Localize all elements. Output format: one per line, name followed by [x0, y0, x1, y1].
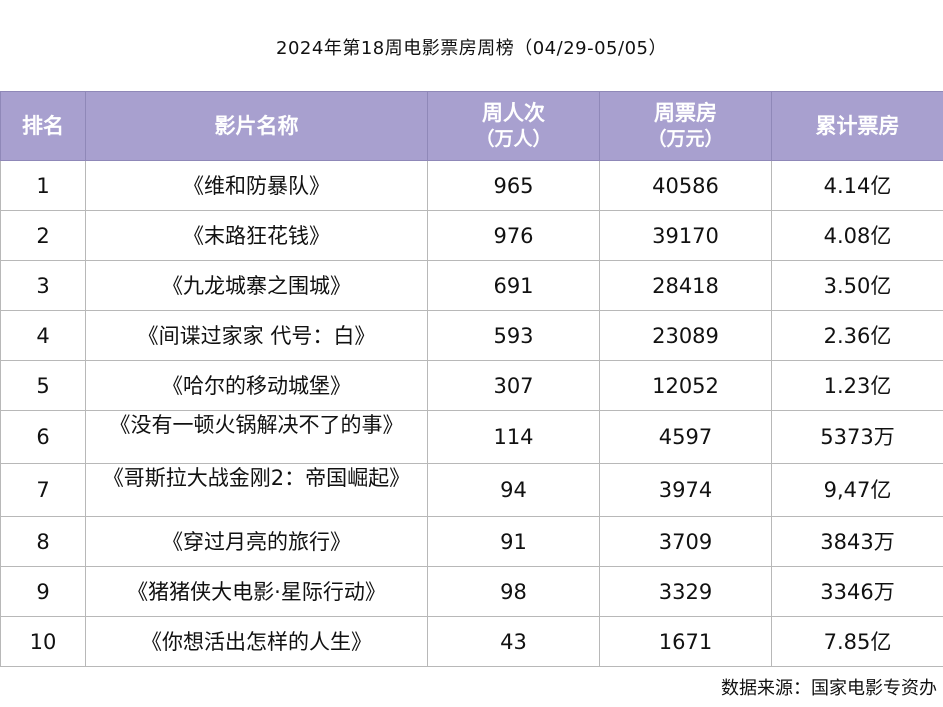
cell-weekly-box: 39170 — [599, 210, 772, 261]
chart-title: 2024年第18周电影票房周榜（04/29-05/05） — [276, 38, 667, 59]
cell-total-box: 3.50亿 — [771, 260, 943, 311]
cell-total-box: 4.08亿 — [771, 210, 943, 261]
cell-weekly-box: 1671 — [599, 616, 772, 667]
cell-film: 《间谍过家家 代号：白》 — [85, 310, 428, 361]
header-film: 影片名称 — [85, 91, 428, 161]
cell-weekly-admissions: 114 — [427, 410, 600, 464]
cell-weekly-box: 28418 — [599, 260, 772, 311]
cell-film: 《九龙城寨之围城》 — [85, 260, 428, 311]
table-row: 1 《维和防暴队》 965 40586 4.14亿 — [0, 160, 943, 211]
table-row: 5 《哈尔的移动城堡》 307 12052 1.23亿 — [0, 360, 943, 411]
cell-rank: 8 — [0, 516, 86, 567]
cell-total-box: 2.36亿 — [771, 310, 943, 361]
cell-weekly-box: 3329 — [599, 566, 772, 617]
cell-weekly-box: 23089 — [599, 310, 772, 361]
header-weekly-box-unit: （万元） — [647, 128, 724, 150]
cell-rank: 10 — [0, 616, 86, 667]
cell-total-box: 5373万 — [771, 410, 943, 464]
cell-weekly-box: 3974 — [599, 463, 772, 517]
table-row: 4 《间谍过家家 代号：白》 593 23089 2.36亿 — [0, 310, 943, 361]
header-weekly-admissions-label: 周人次 — [482, 101, 545, 125]
header-total-box: 累计票房 — [771, 91, 943, 161]
table-row: 3 《九龙城寨之围城》 691 28418 3.50亿 — [0, 260, 943, 311]
cell-rank: 5 — [0, 360, 86, 411]
cell-rank: 7 — [0, 463, 86, 517]
cell-film: 《穿过月亮的旅行》 — [85, 516, 428, 567]
header-rank: 排名 — [0, 91, 86, 161]
header-weekly-admissions: 周人次 （万人） — [427, 91, 600, 161]
cell-rank: 6 — [0, 410, 86, 464]
cell-total-box: 4.14亿 — [771, 160, 943, 211]
cell-film: 《维和防暴队》 — [85, 160, 428, 211]
header-weekly-admissions-unit: （万人） — [475, 128, 552, 150]
cell-weekly-admissions: 98 — [427, 566, 600, 617]
cell-weekly-admissions: 307 — [427, 360, 600, 411]
table-header-row: 排名 影片名称 周人次 （万人） 周票房 （万元） 累计票房 — [0, 91, 943, 161]
cell-weekly-admissions: 43 — [427, 616, 600, 667]
header-weekly-box: 周票房 （万元） — [599, 91, 772, 161]
cell-total-box: 7.85亿 — [771, 616, 943, 667]
cell-weekly-box: 3709 — [599, 516, 772, 567]
cell-rank: 3 — [0, 260, 86, 311]
cell-weekly-admissions: 976 — [427, 210, 600, 261]
cell-rank: 4 — [0, 310, 86, 361]
table-row: 6 《没有一顿火锅解决不了的事》 114 4597 5373万 — [0, 410, 943, 464]
cell-weekly-box: 40586 — [599, 160, 772, 211]
cell-film: 《哈尔的移动城堡》 — [85, 360, 428, 411]
cell-total-box: 9,47亿 — [771, 463, 943, 517]
cell-weekly-box: 4597 — [599, 410, 772, 464]
cell-rank: 2 — [0, 210, 86, 261]
data-source: 数据来源：国家电影专资办 — [721, 678, 937, 699]
cell-film: 《没有一顿火锅解决不了的事》 — [85, 410, 428, 464]
table-row: 2 《末路狂花钱》 976 39170 4.08亿 — [0, 210, 943, 261]
cell-rank: 9 — [0, 566, 86, 617]
cell-weekly-admissions: 593 — [427, 310, 600, 361]
cell-weekly-admissions: 965 — [427, 160, 600, 211]
cell-weekly-box: 12052 — [599, 360, 772, 411]
box-office-table: 排名 影片名称 周人次 （万人） 周票房 （万元） 累计票房 1 《维和防暴队》 9… — [0, 91, 943, 667]
cell-rank: 1 — [0, 160, 86, 211]
cell-total-box: 3346万 — [771, 566, 943, 617]
table-row: 9 《猪猪侠大电影·星际行动》 98 3329 3346万 — [0, 566, 943, 617]
header-weekly-box-label: 周票房 — [654, 101, 717, 125]
cell-weekly-admissions: 94 — [427, 463, 600, 517]
cell-film: 《你想活出怎样的人生》 — [85, 616, 428, 667]
table-row: 10 《你想活出怎样的人生》 43 1671 7.85亿 — [0, 616, 943, 667]
cell-film: 《末路狂花钱》 — [85, 210, 428, 261]
table-row: 7 《哥斯拉大战金刚2：帝国崛起》 94 3974 9,47亿 — [0, 463, 943, 517]
cell-total-box: 1.23亿 — [771, 360, 943, 411]
table-body: 1 《维和防暴队》 965 40586 4.14亿 2 《末路狂花钱》 976 39170 4.0… — [0, 160, 943, 667]
cell-weekly-admissions: 91 — [427, 516, 600, 567]
cell-weekly-admissions: 691 — [427, 260, 600, 311]
cell-film: 《哥斯拉大战金刚2：帝国崛起》 — [85, 463, 428, 517]
cell-film: 《猪猪侠大电影·星际行动》 — [85, 566, 428, 617]
cell-total-box: 3843万 — [771, 516, 943, 567]
table-row: 8 《穿过月亮的旅行》 91 3709 3843万 — [0, 516, 943, 567]
